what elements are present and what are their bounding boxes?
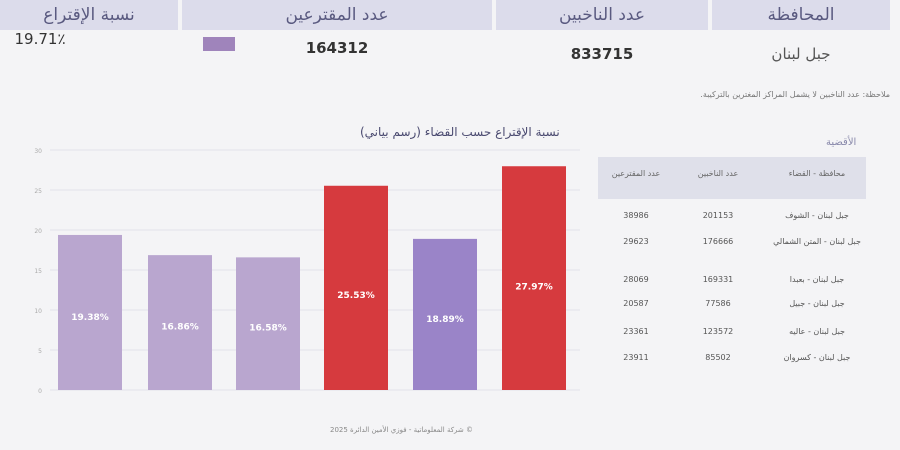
table-cell: 169331	[702, 275, 734, 284]
table-cell: 123572	[702, 327, 734, 336]
header-ballots: عدد المقترعين	[182, 0, 492, 30]
table-cell: 23361	[623, 327, 649, 336]
y-tick-label: 30	[34, 148, 42, 155]
y-tick-label: 15	[34, 268, 42, 275]
table-cell: 20587	[623, 299, 649, 308]
table-cell: جبل لبنان - الشوف	[785, 211, 849, 220]
table-cell: 29623	[623, 237, 649, 246]
table-cell: 38986	[623, 211, 649, 220]
chart-grid: 0 5 10 15 20 25 30	[34, 148, 580, 395]
bar	[236, 257, 300, 390]
bar-value-label: 18.89%	[426, 315, 464, 325]
bar-value-label: 16.58%	[249, 323, 287, 333]
table-header-cell: محافظة - القضاء	[788, 169, 846, 178]
y-tick-label: 25	[34, 188, 42, 195]
turnout-bar-chart: 0 5 10 15 20 25 30 19.38% 16.86% 16.58% 25.53% 18.…	[34, 148, 580, 395]
header-province: المحافظة	[712, 0, 890, 30]
table-header-cell: عدد المقترعين	[611, 169, 661, 178]
turnout-value: 19.71٪	[14, 30, 66, 48]
voters-value: 833715	[570, 45, 634, 63]
districts-label: الأقضية	[826, 137, 857, 148]
header-turnout: نسبة الإقتراع	[0, 0, 178, 30]
table-cell: 85502	[705, 353, 731, 362]
ballots-value: 164312	[305, 39, 369, 57]
table-cell: 201153	[702, 211, 734, 220]
table-cell: 28069	[623, 275, 649, 284]
summary-panel: نسبة الإقتراع عدد المقترعين عدد الناخبين…	[0, 0, 890, 78]
table-header-bg	[598, 157, 866, 199]
y-tick-label: 0	[38, 388, 42, 395]
table-cell: جبل لبنان - عاليه	[789, 327, 845, 336]
y-tick-label: 5	[38, 348, 42, 355]
bar	[413, 238, 477, 390]
table-cell: جبل لبنان - بعبدا	[789, 275, 845, 284]
bar	[58, 234, 122, 390]
chart-bars: 19.38% 16.86% 16.58% 25.53% 18.89% 27.97%	[58, 166, 566, 390]
table-cell: 77586	[705, 299, 731, 308]
bar-value-label: 19.38%	[71, 313, 109, 323]
bar	[502, 166, 566, 390]
table-header-cell: عدد الناخبين	[697, 169, 739, 178]
table-cell: جبل لبنان - جبيل	[789, 299, 845, 308]
y-tick-label: 10	[34, 308, 42, 315]
province-value: جبل لبنان	[771, 45, 831, 63]
bar-value-label: 25.53%	[337, 291, 375, 301]
header-voters: عدد الناخبين	[496, 0, 708, 30]
table-cell: جبل لبنان - كسروان	[783, 353, 851, 362]
bar-value-label: 16.86%	[161, 322, 199, 332]
footer-credit: © شركة المعلوماتية - فوزي الأمين الدائرة…	[330, 426, 473, 434]
y-tick-label: 20	[34, 228, 42, 235]
table-cell: 23911	[623, 353, 649, 362]
footnote: ملاحظة: عدد الناخبين لا يشمل المراكز الم…	[700, 90, 890, 99]
bar-value-label: 27.97%	[515, 282, 553, 292]
table-cell: جبل لبنان - المتن الشمالي	[773, 237, 861, 246]
table-cell: 176666	[702, 237, 734, 246]
chart-title: نسبة الإقتراع حسب القضاء (رسم بياني)	[360, 125, 560, 139]
turnout-color-swatch	[203, 37, 235, 51]
bar	[324, 185, 388, 390]
bar	[148, 255, 212, 390]
